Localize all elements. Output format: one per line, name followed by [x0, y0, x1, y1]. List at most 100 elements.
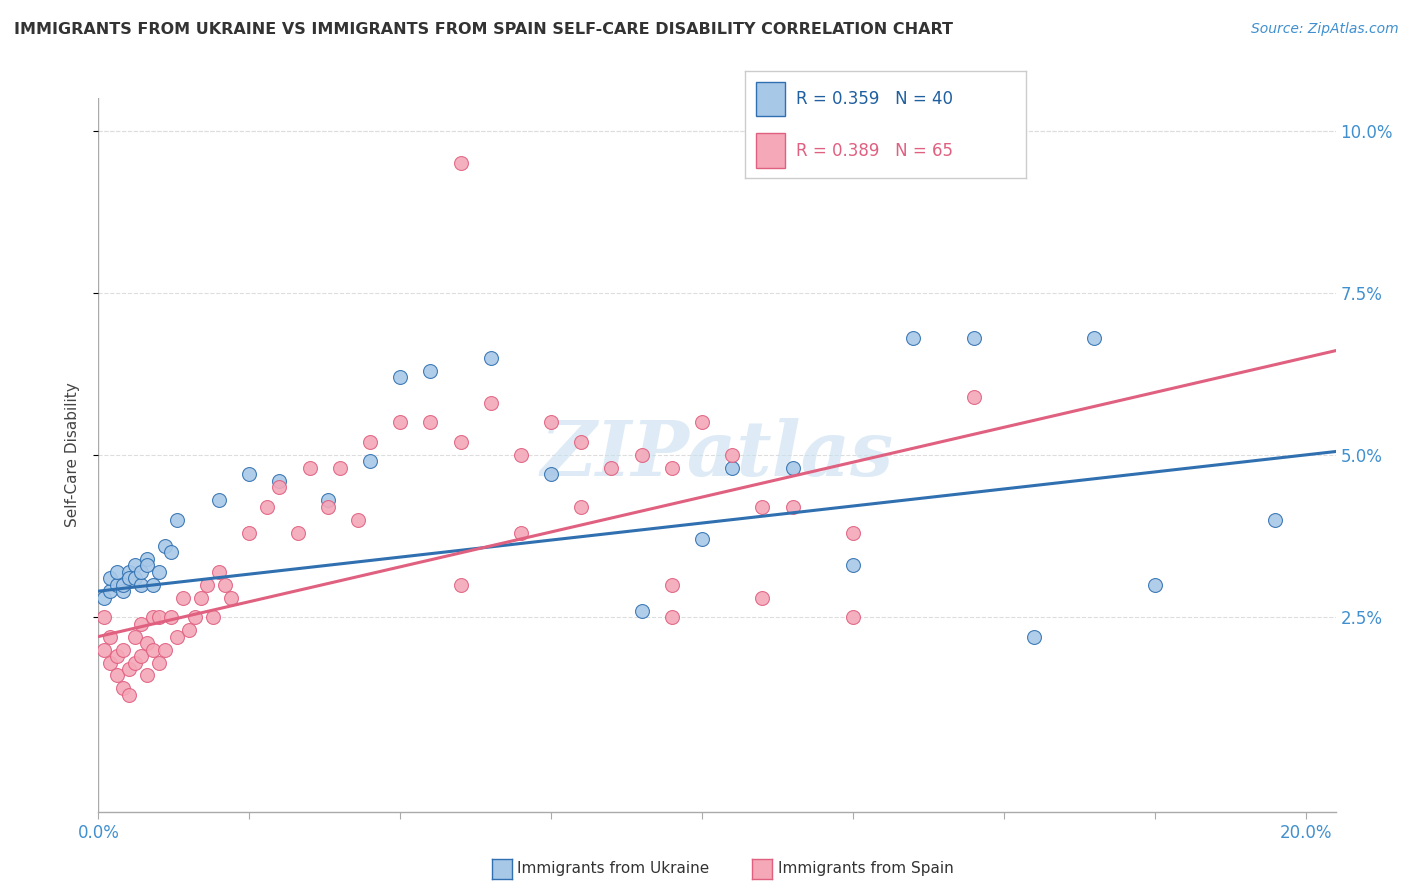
Point: [782, 500, 804, 514]
Point: [569, 500, 592, 514]
Point: [142, 610, 165, 624]
Point: [842, 558, 865, 573]
Point: [782, 461, 804, 475]
Point: [751, 500, 773, 514]
Point: [208, 493, 231, 508]
Point: [93, 591, 115, 605]
Point: [214, 577, 236, 591]
Point: [661, 461, 683, 475]
Point: [569, 434, 592, 449]
Point: [100, 630, 122, 644]
Point: [509, 525, 531, 540]
FancyBboxPatch shape: [756, 134, 785, 168]
Point: [962, 331, 984, 345]
Point: [111, 577, 134, 591]
Point: [540, 467, 562, 482]
Point: [347, 513, 370, 527]
Point: [111, 681, 134, 696]
Point: [135, 636, 157, 650]
Point: [661, 610, 683, 624]
Point: [419, 363, 441, 377]
Point: [903, 331, 925, 345]
Point: [160, 545, 183, 559]
Point: [117, 688, 139, 702]
Point: [105, 577, 128, 591]
Point: [117, 571, 139, 585]
Point: [160, 610, 183, 624]
Point: [450, 577, 472, 591]
Point: [389, 370, 412, 384]
Point: [105, 648, 128, 663]
Point: [93, 610, 115, 624]
Point: [111, 584, 134, 599]
Point: [751, 591, 773, 605]
Point: [690, 533, 713, 547]
Point: [600, 461, 623, 475]
Point: [135, 668, 157, 682]
Point: [256, 500, 278, 514]
Point: [842, 610, 865, 624]
Text: Immigrants from Ukraine: Immigrants from Ukraine: [517, 862, 710, 876]
Point: [962, 390, 984, 404]
Text: ZIPatlas: ZIPatlas: [540, 418, 894, 491]
Point: [177, 623, 200, 637]
Point: [111, 642, 134, 657]
Point: [1143, 577, 1166, 591]
FancyBboxPatch shape: [756, 82, 785, 116]
Point: [630, 448, 652, 462]
Point: [124, 630, 146, 644]
Point: [721, 448, 744, 462]
Point: [100, 571, 122, 585]
Point: [153, 539, 176, 553]
Point: [105, 668, 128, 682]
Point: [298, 461, 321, 475]
Point: [105, 565, 128, 579]
Point: [117, 565, 139, 579]
Point: [419, 416, 441, 430]
Point: [316, 493, 339, 508]
Text: IMMIGRANTS FROM UKRAINE VS IMMIGRANTS FROM SPAIN SELF-CARE DISABILITY CORRELATIO: IMMIGRANTS FROM UKRAINE VS IMMIGRANTS FR…: [14, 22, 953, 37]
Point: [148, 610, 170, 624]
Point: [540, 416, 562, 430]
Point: [148, 565, 170, 579]
Point: [842, 525, 865, 540]
Point: [129, 577, 152, 591]
Point: [509, 448, 531, 462]
Point: [269, 474, 291, 488]
Point: [389, 416, 412, 430]
Point: [195, 577, 218, 591]
Point: [166, 630, 188, 644]
Point: [721, 461, 744, 475]
Point: [135, 558, 157, 573]
Y-axis label: Self-Care Disability: Self-Care Disability: [65, 383, 80, 527]
Point: [190, 591, 212, 605]
Point: [100, 656, 122, 670]
Point: [479, 351, 502, 365]
Point: [316, 500, 339, 514]
Point: [238, 467, 260, 482]
Point: [117, 662, 139, 676]
Point: [166, 513, 188, 527]
Point: [129, 616, 152, 631]
Point: [630, 604, 652, 618]
Point: [238, 525, 260, 540]
Point: [142, 577, 165, 591]
Point: [329, 461, 352, 475]
Point: [1264, 513, 1286, 527]
Text: Immigrants from Spain: Immigrants from Spain: [778, 862, 953, 876]
Point: [153, 642, 176, 657]
Point: [124, 558, 146, 573]
Point: [184, 610, 207, 624]
Point: [479, 396, 502, 410]
Point: [450, 434, 472, 449]
Text: Source: ZipAtlas.com: Source: ZipAtlas.com: [1251, 22, 1399, 37]
Point: [450, 156, 472, 170]
Text: R = 0.389   N = 65: R = 0.389 N = 65: [796, 142, 953, 160]
Point: [1083, 331, 1105, 345]
Point: [172, 591, 194, 605]
Point: [359, 454, 381, 468]
Point: [661, 577, 683, 591]
Point: [219, 591, 242, 605]
Point: [269, 480, 291, 494]
Text: R = 0.359   N = 40: R = 0.359 N = 40: [796, 90, 953, 108]
